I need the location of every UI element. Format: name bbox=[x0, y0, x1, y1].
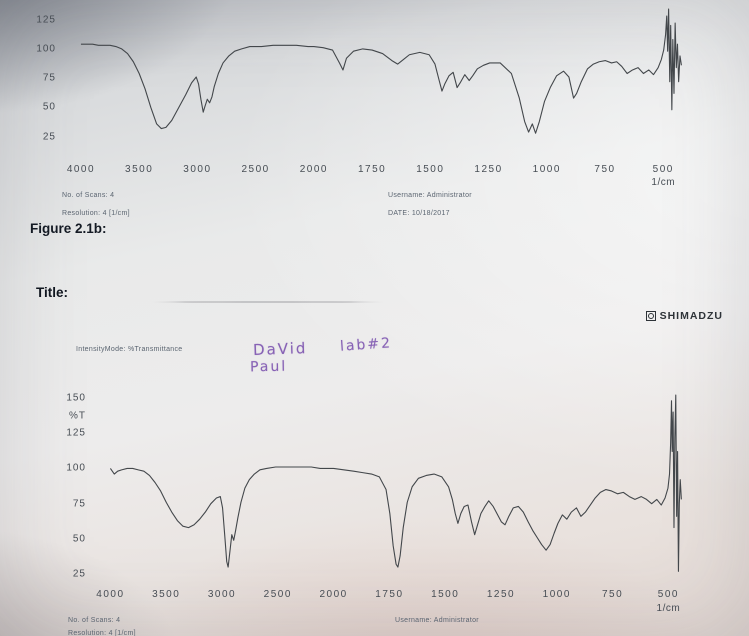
x-tick-label: 1000 bbox=[532, 164, 561, 175]
meta-username-top: Username: Administrator bbox=[388, 192, 472, 199]
x-tick-label: 500 bbox=[652, 164, 674, 175]
y-axis-tick-labels: 125 100 75 50 25 bbox=[20, 2, 64, 152]
x-tick-label: 1250 bbox=[486, 589, 516, 600]
x-tick-label: 4000 bbox=[96, 589, 125, 600]
shimadzu-logo-icon bbox=[645, 311, 656, 321]
meta-scans-top: No. of Scans: 4 bbox=[62, 192, 115, 199]
spectrum-curve bbox=[81, 9, 681, 133]
x-tick-label: 1000 bbox=[542, 589, 571, 600]
spectrum-curve-svg bbox=[98, 381, 718, 584]
x-tick-label: 2500 bbox=[241, 164, 270, 175]
y-tick-label: 100 bbox=[66, 462, 86, 474]
y-tick-label: 125 bbox=[66, 427, 86, 439]
title-underline bbox=[150, 301, 385, 303]
handwritten-first-name: DaVid bbox=[252, 339, 308, 359]
y-tick-label: 50 bbox=[72, 533, 86, 545]
x-axis-unit: 1/cm bbox=[651, 177, 676, 188]
x-tick-label: 750 bbox=[602, 589, 624, 600]
x-tick-label: 500 bbox=[657, 589, 679, 600]
figure-caption: Figure 2.1b: bbox=[30, 221, 107, 236]
x-tick-label: 2000 bbox=[319, 589, 348, 600]
x-tick-label: 3000 bbox=[183, 164, 212, 175]
x-axis-tick-labels: 4000 3500 3000 2500 2000 1750 1500 1250 1000 750 5… bbox=[96, 589, 718, 617]
spectrum-plot-area bbox=[98, 381, 718, 584]
ir-spectrum-chart-bottom: 150 125 100 75 50 25 %T 4000 3500 3000 2500 2000 17… bbox=[50, 381, 718, 614]
x-tick-label: 2000 bbox=[299, 164, 328, 175]
x-tick-label: 3500 bbox=[125, 164, 154, 175]
meta-resolution-bottom-clipped: Resolution: 4 [1/cm] bbox=[68, 630, 136, 636]
x-tick-label: 3500 bbox=[152, 589, 181, 600]
x-axis-tick-labels: 4000 3500 3000 2500 2000 1750 1500 1250 1000 750 5… bbox=[66, 164, 715, 192]
y-tick-label: 25 bbox=[42, 131, 56, 143]
title-label: Title: bbox=[36, 285, 69, 300]
x-axis-unit: 1/cm bbox=[656, 603, 681, 614]
x-tick-label: 1250 bbox=[474, 164, 503, 175]
handwritten-lab-note: lab#2 bbox=[339, 335, 393, 355]
meta-username-bottom: Username: Administrator bbox=[395, 617, 479, 624]
x-tick-label: 1500 bbox=[431, 589, 460, 600]
y-tick-label: 75 bbox=[42, 72, 56, 84]
x-tick-label: 1750 bbox=[357, 164, 387, 175]
intensity-mode-label: IntensityMode: %Transmittance bbox=[76, 346, 183, 353]
x-tick-label: 750 bbox=[594, 164, 616, 175]
y-tick-label: 100 bbox=[36, 43, 56, 55]
x-tick-label: 2500 bbox=[263, 589, 292, 600]
x-tick-label: 1500 bbox=[416, 164, 445, 175]
meta-resolution-top: Resolution: 4 [1/cm] bbox=[62, 210, 130, 217]
meta-scans-bottom: No. of Scans: 4 bbox=[68, 617, 121, 624]
y-axis-tick-labels: 150 125 100 75 50 25 %T bbox=[50, 381, 94, 584]
meta-date-top: DATE: 10/18/2017 bbox=[388, 210, 450, 217]
x-tick-label: 1750 bbox=[375, 589, 404, 600]
y-tick-label: 75 bbox=[72, 498, 86, 510]
spectrum-plot-area bbox=[68, 2, 715, 152]
shimadzu-logo: SHIMADZU bbox=[645, 310, 723, 322]
x-tick-label: 3000 bbox=[207, 589, 237, 600]
shimadzu-logo-text: SHIMADZU bbox=[659, 310, 723, 322]
ir-spectrum-chart-top: 125 100 75 50 25 4000 3500 3000 2500 2000 1750 150… bbox=[20, 2, 715, 188]
y-tick-label: 125 bbox=[36, 14, 56, 26]
handwritten-last-name: Paul bbox=[249, 358, 288, 376]
y-tick-label: 150 bbox=[66, 392, 86, 404]
y-tick-label: 50 bbox=[42, 101, 56, 113]
y-tick-label: %T bbox=[69, 410, 86, 422]
y-tick-label: 25 bbox=[72, 568, 86, 580]
spectrum-curve bbox=[110, 395, 681, 571]
spectrum-curve-svg bbox=[68, 2, 715, 152]
x-tick-label: 4000 bbox=[66, 164, 96, 175]
